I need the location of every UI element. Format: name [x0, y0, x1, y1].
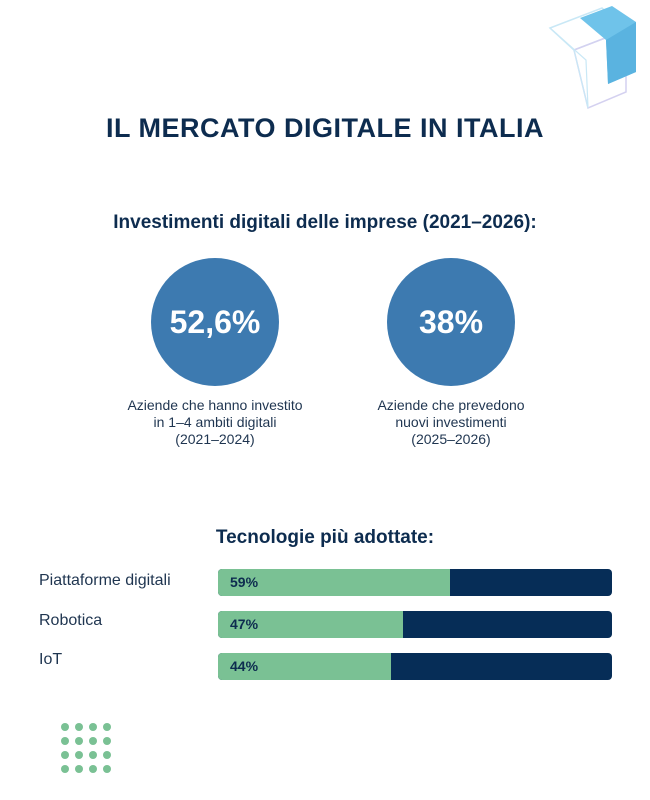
- bar-category-label: Robotica: [39, 612, 103, 629]
- stat-caption-planned: Aziende che prevedono nuovi investimenti…: [331, 397, 571, 448]
- bar-track: 47%: [218, 611, 612, 638]
- caption-line: (2025–2026): [411, 431, 491, 447]
- stat-caption-investors: Aziende che hanno investito in 1–4 ambit…: [95, 397, 335, 448]
- technologies-heading: Tecnologie più adottate:: [215, 527, 435, 548]
- dot-grid-icon: [61, 723, 111, 773]
- caption-line: in 1–4 ambiti digitali: [153, 414, 277, 430]
- bar-fill: [218, 611, 404, 638]
- bar-value-label: 47%: [230, 616, 259, 632]
- investments-heading: Investimenti digitali delle imprese (202…: [113, 212, 537, 233]
- caption-line: Aziende che prevedono: [377, 397, 525, 413]
- bar-category-label: Piattaforme digitali: [39, 572, 171, 589]
- stat-circle-investors: 52,6%: [151, 258, 279, 386]
- page-title: IL MERCATO DIGITALE IN ITALIA: [106, 113, 544, 143]
- cube-logo-icon: [548, 6, 636, 110]
- bar-track: 44%: [218, 653, 612, 680]
- bar-fill: [218, 569, 451, 596]
- stat-circle-planned: 38%: [387, 258, 515, 386]
- caption-line: nuovi investimenti: [395, 414, 507, 430]
- caption-line: Aziende che hanno investito: [127, 397, 303, 413]
- bar-value-label: 59%: [230, 574, 259, 590]
- caption-line: (2021–2024): [175, 431, 255, 447]
- stat-value-investors: 52,6%: [169, 303, 261, 340]
- bar-category-label: IoT: [39, 651, 63, 668]
- stat-value-planned: 38%: [418, 303, 484, 340]
- bar-fill: [218, 653, 392, 680]
- bar-track: 59%: [218, 569, 612, 596]
- bar-value-label: 44%: [230, 658, 259, 674]
